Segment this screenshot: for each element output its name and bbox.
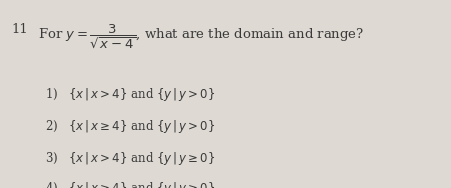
Text: 1)   $\{x\,|\,x > 4\}$ and $\{y\,|\,y > 0\}$: 1) $\{x\,|\,x > 4\}$ and $\{y\,|\,y > 0\… bbox=[45, 86, 216, 103]
Text: For $y = \dfrac{3}{\sqrt{x-4}}$, what are the domain and range?: For $y = \dfrac{3}{\sqrt{x-4}}$, what ar… bbox=[38, 23, 365, 51]
Text: 11: 11 bbox=[11, 23, 28, 36]
Text: 2)   $\{x\,|\,x \geq 4\}$ and $\{y\,|\,y > 0\}$: 2) $\{x\,|\,x \geq 4\}$ and $\{y\,|\,y >… bbox=[45, 118, 216, 135]
Text: 3)   $\{x\,|\,x > 4\}$ and $\{y\,|\,y \geq 0\}$: 3) $\{x\,|\,x > 4\}$ and $\{y\,|\,y \geq… bbox=[45, 150, 216, 167]
Text: 4)   $\{x\,|\,x \geq 4\}$ and $\{y\,|\,y \geq 0\}$: 4) $\{x\,|\,x \geq 4\}$ and $\{y\,|\,y \… bbox=[45, 180, 216, 188]
